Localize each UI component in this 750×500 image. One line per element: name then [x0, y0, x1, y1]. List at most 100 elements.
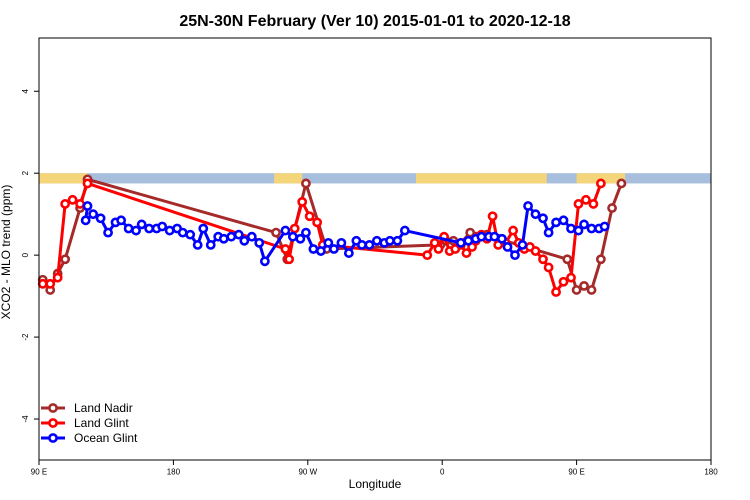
legend-label: Ocean Glint: [74, 431, 138, 445]
ocean-glint-point: [586, 223, 597, 234]
land-glint-point: [461, 248, 472, 258]
legend-swatch-marker: [48, 418, 58, 428]
ocean-glint-point: [502, 242, 513, 252]
ocean-glint-point: [95, 213, 106, 224]
y-tick-label: -4: [21, 415, 30, 423]
ocean-band: [39, 173, 711, 184]
land-glint-point: [530, 246, 541, 256]
ocean-glint-point: [573, 225, 584, 236]
ocean-glint-point: [295, 233, 306, 244]
land-band: [576, 173, 626, 184]
x-tick-label: 90 E: [31, 468, 47, 477]
land-glint-point: [312, 217, 323, 228]
ocean-glint-point: [538, 213, 548, 224]
ocean-glint-point: [510, 250, 520, 261]
land-glint-point: [433, 244, 444, 254]
land-nadir-point: [616, 178, 627, 189]
x-tick-label: 0: [440, 468, 445, 477]
ocean-glint-point: [218, 233, 229, 244]
ocean-glint-point: [280, 225, 291, 236]
land-glint-point: [297, 196, 308, 207]
ocean-glint-point: [357, 240, 367, 250]
chart-title: 25N-30N February (Ver 10) 2015-01-01 to …: [179, 13, 570, 30]
land-nadir-point: [595, 254, 606, 265]
land-glint-point: [75, 199, 85, 209]
y-tick-label: 0: [21, 252, 30, 257]
ocean-glint-point: [233, 229, 244, 240]
ocean-glint-point: [239, 235, 250, 246]
legend-item-land-nadir: Land Nadir: [41, 401, 133, 415]
ocean-glint-point: [116, 215, 127, 226]
ocean-glint-point: [543, 227, 554, 238]
ocean-glint-point: [80, 215, 91, 226]
ocean-glint-point: [523, 201, 533, 211]
y-tick-label: -2: [21, 333, 30, 341]
land-glint-point: [67, 194, 78, 205]
ocean-glint-point: [371, 235, 382, 246]
ocean-glint-point: [558, 215, 569, 226]
ocean-glint-point: [463, 235, 474, 246]
ocean-glint-point: [517, 240, 528, 250]
ocean-glint-point: [364, 240, 375, 250]
ocean-glint-point: [323, 237, 334, 248]
ocean-glint-point: [226, 231, 237, 242]
land-glint-point: [508, 225, 519, 236]
x-axis: 90 E 180 90 W 0 90 E 180: [31, 460, 718, 477]
land-nadir-point: [271, 227, 281, 238]
series-ocean-glint: [80, 201, 610, 267]
ocean-glint-point: [489, 231, 500, 242]
ocean-glint-point: [144, 223, 155, 234]
land-glint-line: [42, 181, 603, 294]
ocean-glint-point: [259, 256, 270, 267]
x-tick-label: 90 E: [568, 468, 584, 477]
land-glint-point: [558, 276, 569, 287]
ocean-glint-point: [599, 221, 610, 232]
land-glint-point: [82, 178, 93, 189]
land-glint-point: [566, 272, 576, 283]
land-glint-point: [588, 199, 599, 209]
ocean-glint-point: [579, 219, 589, 230]
ocean-glint-point: [551, 217, 561, 228]
ocean-glint-point: [136, 219, 147, 230]
land-glint-point: [60, 199, 71, 209]
ocean-glint-point: [254, 237, 265, 248]
ocean-glint-point: [392, 235, 403, 246]
land-glint-point: [280, 244, 291, 254]
ocean-glint-point: [198, 223, 209, 234]
ocean-glint-point: [246, 231, 257, 242]
legend-item-ocean-glint: Ocean Glint: [41, 431, 138, 445]
land-glint-point: [487, 211, 498, 222]
land-nadir-point: [607, 203, 617, 213]
ocean-glint-point: [315, 246, 326, 256]
ocean-glint-point: [301, 227, 311, 238]
y-axis: -4 -2 0 2 4: [21, 88, 39, 423]
series-land-glint: [37, 178, 606, 297]
series-land-nadir: [37, 174, 627, 295]
land-glint-point: [422, 250, 433, 261]
land-glint-point: [551, 287, 561, 297]
ocean-glint-point: [329, 244, 339, 254]
ocean-glint-point: [82, 201, 93, 211]
land-sea-strip: [39, 173, 711, 184]
y-axis-label: XCO2 - MLO trend (ppm): [0, 185, 13, 320]
ocean-glint-point: [497, 233, 507, 244]
ocean-glint-point: [88, 209, 99, 220]
ocean-glint-point: [205, 240, 216, 250]
land-glint-point: [595, 178, 606, 189]
land-glint-point: [52, 272, 63, 283]
land-nadir-point: [465, 227, 476, 238]
legend-swatch-marker: [48, 403, 58, 413]
ocean-glint-point: [123, 223, 134, 234]
land-band: [416, 173, 547, 184]
land-glint-point: [37, 278, 48, 289]
ocean-glint-point: [164, 225, 175, 236]
land-band: [39, 173, 88, 184]
land-nadir-point: [586, 285, 597, 295]
ocean-glint-point: [103, 227, 113, 238]
ocean-glint-point: [455, 237, 466, 248]
legend-item-land-glint: Land Glint: [41, 416, 129, 430]
ocean-glint-point: [192, 240, 203, 250]
land-glint-point: [538, 254, 548, 265]
